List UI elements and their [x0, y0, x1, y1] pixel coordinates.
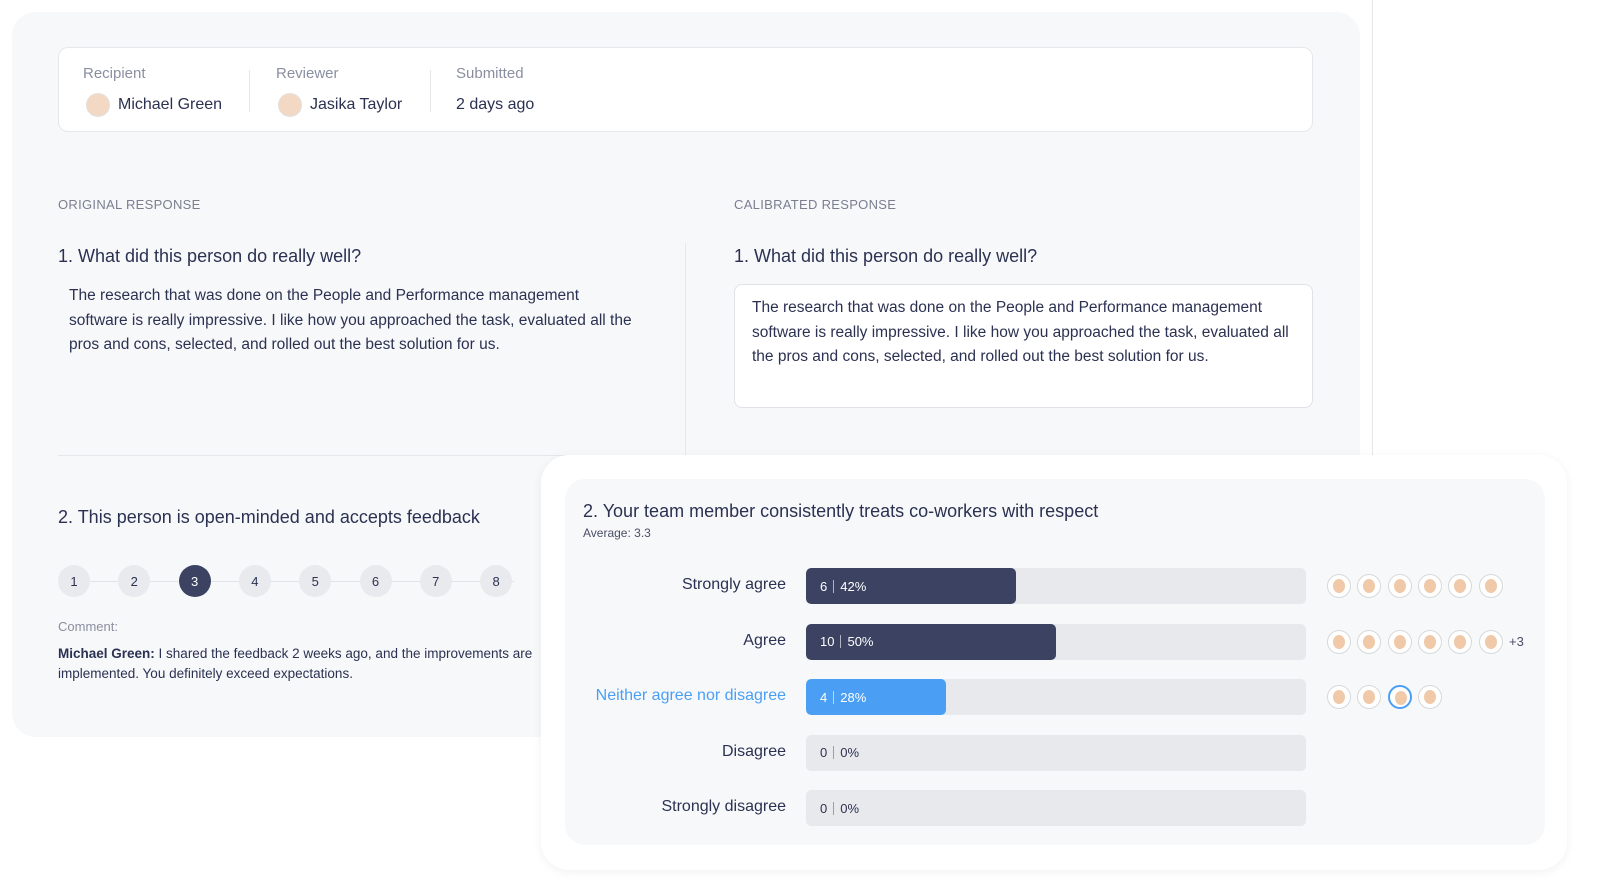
avatar [1478, 629, 1503, 654]
more-count: +3 [1509, 633, 1524, 649]
scale-option: 2 [118, 565, 151, 597]
reviewer-label: Reviewer [276, 65, 339, 82]
row-label: Strongly disagree [661, 798, 786, 816]
avatar [1327, 685, 1351, 710]
separator [249, 70, 250, 112]
recipient-name: Michael Green [118, 96, 223, 113]
bar-track: 10 50% [806, 623, 1306, 660]
scale-option: 5 [299, 565, 332, 597]
scale-option: 1 [58, 565, 90, 597]
bar-divider [833, 746, 835, 760]
row-label: Disagree [721, 742, 786, 760]
avatar [1478, 574, 1503, 598]
bar-text: 0 0% [820, 790, 859, 826]
avatar [1417, 574, 1442, 598]
scale-option: 6 [359, 565, 392, 597]
avatar [1327, 629, 1351, 654]
bar-divider [833, 801, 835, 815]
separator [430, 70, 431, 112]
bar-percent: 0% [840, 800, 860, 816]
avatar [278, 93, 302, 117]
bar [806, 568, 1016, 604]
comment: Michael Green: I shared the feedback 2 w… [58, 644, 578, 684]
avatar [1417, 629, 1442, 654]
avatar [1387, 685, 1412, 710]
reviewer-name: Jasika Taylor [310, 96, 403, 113]
bar [806, 679, 946, 716]
question-title: 1. What did this person do really well? [58, 246, 362, 266]
summary-inner [565, 479, 1545, 845]
avatar [1327, 574, 1351, 598]
bar-track: 0 0% [806, 734, 1306, 771]
avatar [1448, 574, 1473, 598]
answer: The research that was done on the People… [69, 287, 632, 353]
bar-percent: 50% [847, 634, 874, 650]
divider [1372, 0, 1373, 455]
avatar [1357, 629, 1382, 654]
bar-count: 4 [820, 689, 828, 705]
avatar [1387, 629, 1412, 654]
bar-divider [833, 579, 835, 593]
recipient-label: Recipient [83, 65, 146, 82]
bar-count: 10 [820, 634, 835, 650]
submitted-label: Submitted [456, 65, 524, 82]
comment-author: Michael Green: [58, 646, 155, 661]
bar-text: 0 0% [820, 735, 859, 771]
scale-option: 8 [480, 565, 513, 597]
scale-option: 7 [419, 565, 452, 597]
row-label: Agree [743, 631, 786, 649]
comment-text: I shared the feedback 2 weeks ago, and t… [58, 646, 533, 681]
avatar [1387, 574, 1412, 598]
section-heading: CALIBRATED RESPONSE [734, 197, 897, 212]
average-value: 3.3 [634, 526, 651, 540]
summary-title: 2. Your team member consistently treats … [583, 501, 1099, 521]
bar [806, 623, 1056, 660]
bar-text: 10 50% [820, 624, 874, 660]
bar-divider [840, 635, 842, 649]
scale-line [74, 581, 514, 582]
bar-percent: 28% [840, 689, 867, 705]
section-heading: ORIGINAL RESPONSE [58, 197, 201, 212]
average-label: Average: [583, 526, 631, 540]
question-title: 1. What did this person do really well? [734, 246, 1038, 266]
bar-text: 4 28% [820, 679, 866, 715]
bar-track: 4 28% [806, 679, 1306, 716]
meta-box: Recipient Michael Green Reviewer Jasika … [58, 47, 1313, 132]
avatar [1417, 685, 1442, 710]
bar-count: 0 [820, 745, 828, 761]
row-label: Strongly agree [681, 576, 786, 593]
bar-track: 0 0% [806, 790, 1306, 827]
avatar [1357, 574, 1382, 598]
row-label: Neither agree nor disagree [595, 687, 786, 705]
column-divider [685, 243, 686, 455]
scale-option: 4 [238, 565, 271, 597]
submitted-value: 2 days ago [456, 96, 535, 113]
row-divider [58, 455, 685, 456]
bar-divider [833, 690, 835, 704]
avatar [86, 93, 110, 117]
question-title: 2. This person is open-minded and accept… [58, 507, 480, 527]
bar-count: 0 [820, 800, 828, 816]
avatar [1357, 685, 1382, 710]
bar-percent: 0% [840, 745, 860, 761]
bar-track: 6 42% [806, 568, 1306, 604]
scale-option: 3 [178, 565, 211, 597]
comment-label: Comment: [58, 619, 118, 634]
bar-text: 6 42% [820, 568, 866, 604]
average: Average: 3.3 [583, 526, 651, 540]
bar-count: 6 [820, 578, 828, 594]
avatar [1448, 629, 1473, 654]
bar-percent: 42% [840, 578, 867, 594]
answer-box: The research that was done on the People… [734, 284, 1313, 408]
